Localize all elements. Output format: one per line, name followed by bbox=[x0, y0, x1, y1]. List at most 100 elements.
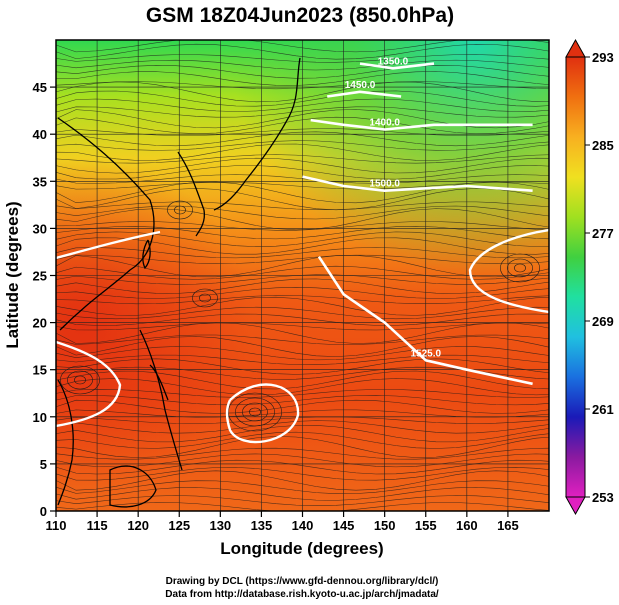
x-tick-label: 115 bbox=[87, 518, 108, 533]
streamline bbox=[56, 81, 549, 90]
contour-line bbox=[225, 383, 300, 444]
streamline-swirl bbox=[199, 293, 211, 303]
plot-area: 1350.0 1400.0 1450.0 1500.0 1525.0 bbox=[56, 40, 549, 511]
y-tick-label: 0 bbox=[40, 504, 47, 519]
y-tick-label: 45 bbox=[33, 80, 47, 95]
y-axis-label: Latitude (degrees) bbox=[3, 201, 22, 348]
streamline-swirl bbox=[74, 375, 86, 385]
contour-lines: 1350.0 1400.0 1450.0 1500.0 1525.0 bbox=[56, 56, 549, 444]
x-tick-label: 165 bbox=[497, 518, 519, 533]
coastline-borneo bbox=[109, 465, 157, 508]
streamline bbox=[56, 334, 549, 345]
streamline bbox=[56, 157, 549, 174]
streamline bbox=[56, 40, 549, 53]
streamline bbox=[56, 431, 549, 449]
x-axis-label: Longitude (degrees) bbox=[220, 539, 383, 558]
contour-line bbox=[317, 255, 533, 386]
streamline bbox=[56, 495, 549, 506]
streamline bbox=[56, 65, 549, 79]
streamline bbox=[56, 287, 549, 299]
streamline bbox=[56, 247, 549, 259]
y-tick-label: 15 bbox=[33, 363, 47, 378]
streamline bbox=[56, 395, 549, 406]
streamline bbox=[56, 453, 549, 468]
y-tick-label: 20 bbox=[33, 316, 47, 331]
coastline-japan bbox=[213, 57, 301, 211]
streamline-swirl bbox=[167, 200, 193, 220]
wind-streamlines bbox=[56, 40, 549, 511]
streamline-swirl bbox=[507, 258, 533, 278]
streamline bbox=[56, 54, 549, 63]
streamline bbox=[56, 480, 549, 494]
streamline bbox=[56, 470, 549, 491]
streamline bbox=[56, 425, 549, 443]
streamline-swirl bbox=[249, 407, 261, 417]
contour-label: 1400.0 bbox=[369, 118, 400, 129]
streamline bbox=[56, 295, 549, 305]
streamline bbox=[56, 71, 549, 86]
coastline-indochina bbox=[57, 379, 74, 506]
streamline bbox=[56, 188, 549, 211]
colorbar-tick-label: 253 bbox=[592, 490, 614, 505]
contour-label: 1350.0 bbox=[378, 56, 409, 67]
streamline bbox=[56, 255, 549, 278]
colorbar-min-arrow bbox=[565, 496, 586, 516]
streamline bbox=[56, 502, 549, 511]
streamline bbox=[56, 221, 549, 231]
streamline bbox=[56, 109, 549, 129]
streamline-swirl bbox=[235, 397, 275, 427]
contour-line bbox=[468, 228, 549, 314]
y-tick-label: 30 bbox=[33, 221, 47, 236]
contour-line bbox=[310, 118, 533, 131]
streamline bbox=[56, 487, 549, 501]
y-tick-label: 5 bbox=[40, 457, 47, 472]
streamline bbox=[56, 370, 549, 390]
streamline bbox=[56, 399, 549, 414]
y-tick-label: 40 bbox=[33, 127, 47, 142]
x-tick-label: 155 bbox=[415, 518, 437, 533]
streamline bbox=[56, 143, 549, 161]
streamline-swirl bbox=[500, 253, 540, 283]
colorbar-gradient bbox=[565, 56, 586, 498]
streamline bbox=[56, 459, 549, 475]
colorbar-tick-label: 261 bbox=[592, 402, 614, 417]
streamline bbox=[56, 322, 549, 344]
x-tick-label: 125 bbox=[168, 518, 190, 533]
streamline-swirl bbox=[192, 288, 218, 308]
colorbar-tick-label: 277 bbox=[592, 226, 614, 241]
streamline bbox=[56, 205, 549, 220]
x-tick-label: 110 bbox=[46, 518, 67, 533]
streamline bbox=[56, 90, 549, 107]
streamline bbox=[56, 106, 549, 118]
y-tick-label: 25 bbox=[33, 269, 47, 284]
y-tick-label: 35 bbox=[33, 174, 47, 189]
contour-line bbox=[302, 175, 533, 192]
colorbar-max-arrow bbox=[565, 38, 586, 58]
streamline bbox=[56, 467, 549, 481]
x-tick-label: 135 bbox=[251, 518, 273, 533]
streamline bbox=[56, 154, 549, 164]
x-tick-label: 140 bbox=[292, 518, 314, 533]
streamline bbox=[56, 116, 549, 134]
streamline-swirl bbox=[242, 402, 268, 422]
streamline-swirl bbox=[514, 263, 526, 273]
contour-line bbox=[327, 90, 402, 98]
streamline bbox=[56, 447, 549, 460]
streamline bbox=[56, 208, 549, 231]
streamline bbox=[56, 59, 549, 71]
streamline bbox=[56, 354, 549, 365]
streamline bbox=[56, 389, 549, 398]
chart-title: GSM 18Z04Jun2023 (850.0hPa) bbox=[146, 4, 454, 27]
x-tick-label: 130 bbox=[209, 518, 231, 533]
streamline bbox=[56, 231, 549, 247]
streamline bbox=[56, 181, 549, 204]
streamline bbox=[56, 346, 549, 361]
coastline-korea bbox=[177, 151, 206, 237]
streamline bbox=[56, 278, 549, 294]
contour-line bbox=[56, 230, 161, 260]
streamline bbox=[56, 140, 549, 151]
credit-line-2: Data from http://database.rish.kyoto-u.a… bbox=[165, 589, 439, 600]
contour-line bbox=[56, 340, 122, 428]
colorbar-tick-label: 293 bbox=[592, 50, 614, 65]
